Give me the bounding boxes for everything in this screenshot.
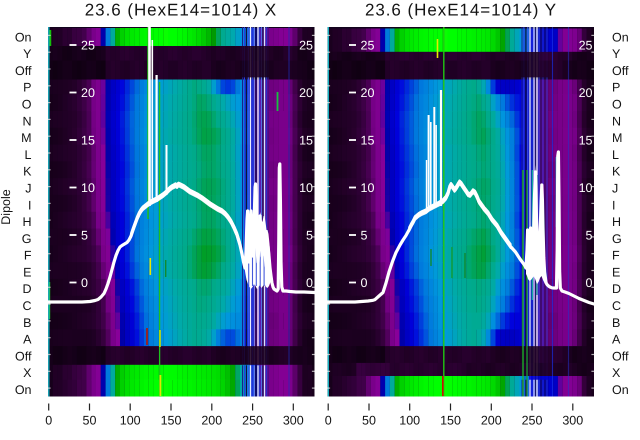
svg-text:O: O (22, 98, 32, 112)
svg-text:5: 5 (81, 228, 88, 242)
svg-text:On: On (15, 383, 32, 397)
svg-text:15: 15 (299, 133, 313, 147)
svg-text:D: D (612, 282, 621, 296)
svg-text:On: On (612, 30, 629, 44)
svg-text:15: 15 (81, 133, 95, 147)
svg-text:200: 200 (201, 414, 222, 428)
svg-text:15: 15 (361, 133, 375, 147)
svg-text:100: 100 (120, 414, 141, 428)
svg-text:A: A (612, 333, 621, 347)
svg-text:J: J (612, 182, 618, 196)
svg-text:50: 50 (83, 414, 97, 428)
svg-text:0: 0 (325, 414, 332, 428)
svg-text:0: 0 (306, 276, 313, 290)
svg-text:5: 5 (306, 228, 313, 242)
svg-text:E: E (23, 265, 31, 279)
svg-text:I: I (612, 198, 615, 212)
svg-text:300: 300 (283, 414, 304, 428)
svg-text:F: F (24, 249, 32, 263)
svg-text:0: 0 (586, 276, 593, 290)
svg-text:Off: Off (15, 349, 32, 363)
svg-text:C: C (22, 299, 31, 313)
svg-text:5: 5 (586, 228, 593, 242)
svg-text:H: H (22, 215, 31, 229)
svg-text:150: 150 (161, 414, 182, 428)
svg-text:X: X (612, 366, 621, 380)
svg-text:10: 10 (81, 181, 95, 195)
svg-text:15: 15 (579, 133, 593, 147)
svg-text:0: 0 (361, 276, 368, 290)
svg-text:10: 10 (579, 181, 593, 195)
svg-text:250: 250 (522, 414, 543, 428)
svg-text:B: B (23, 316, 31, 330)
svg-text:5: 5 (361, 228, 368, 242)
svg-text:H: H (612, 215, 621, 229)
svg-text:25: 25 (299, 38, 313, 52)
svg-text:K: K (612, 165, 621, 179)
svg-text:E: E (612, 265, 620, 279)
svg-text:25: 25 (361, 38, 375, 52)
svg-text:N: N (612, 114, 621, 128)
svg-text:25: 25 (81, 38, 95, 52)
svg-text:Off: Off (15, 64, 32, 78)
svg-text:I: I (28, 198, 31, 212)
svg-text:Dipole: Dipole (0, 189, 13, 224)
svg-text:K: K (23, 165, 32, 179)
svg-text:100: 100 (399, 414, 420, 428)
svg-text:23.6 (HexE14=1014) X: 23.6 (HexE14=1014) X (85, 1, 277, 20)
svg-text:L: L (612, 148, 619, 162)
svg-text:A: A (23, 333, 32, 347)
svg-text:M: M (612, 131, 622, 145)
svg-text:10: 10 (299, 181, 313, 195)
svg-text:20: 20 (81, 86, 95, 100)
svg-text:250: 250 (242, 414, 263, 428)
svg-text:P: P (23, 81, 31, 95)
svg-text:23.6 (HexE14=1014) Y: 23.6 (HexE14=1014) Y (365, 1, 557, 20)
svg-text:X: X (23, 366, 32, 380)
svg-text:On: On (612, 383, 629, 397)
svg-text:Y: Y (23, 47, 32, 61)
svg-text:D: D (22, 282, 31, 296)
svg-text:300: 300 (562, 414, 583, 428)
svg-text:Off: Off (612, 349, 629, 363)
svg-text:Y: Y (612, 47, 621, 61)
svg-text:20: 20 (361, 86, 375, 100)
svg-text:25: 25 (579, 38, 593, 52)
svg-text:150: 150 (440, 414, 461, 428)
svg-text:C: C (612, 299, 621, 313)
svg-text:B: B (612, 316, 620, 330)
svg-text:P: P (612, 81, 620, 95)
svg-text:M: M (21, 131, 31, 145)
svg-text:On: On (15, 30, 32, 44)
svg-text:0: 0 (81, 276, 88, 290)
svg-text:20: 20 (579, 86, 593, 100)
svg-text:50: 50 (362, 414, 376, 428)
svg-text:L: L (25, 148, 32, 162)
svg-text:0: 0 (45, 414, 52, 428)
svg-text:Off: Off (612, 64, 629, 78)
svg-text:G: G (612, 232, 622, 246)
svg-text:F: F (612, 249, 620, 263)
svg-text:N: N (22, 114, 31, 128)
svg-text:J: J (25, 182, 31, 196)
svg-text:10: 10 (361, 181, 375, 195)
svg-text:20: 20 (299, 86, 313, 100)
svg-text:O: O (612, 98, 622, 112)
svg-text:200: 200 (481, 414, 502, 428)
svg-text:G: G (22, 232, 32, 246)
